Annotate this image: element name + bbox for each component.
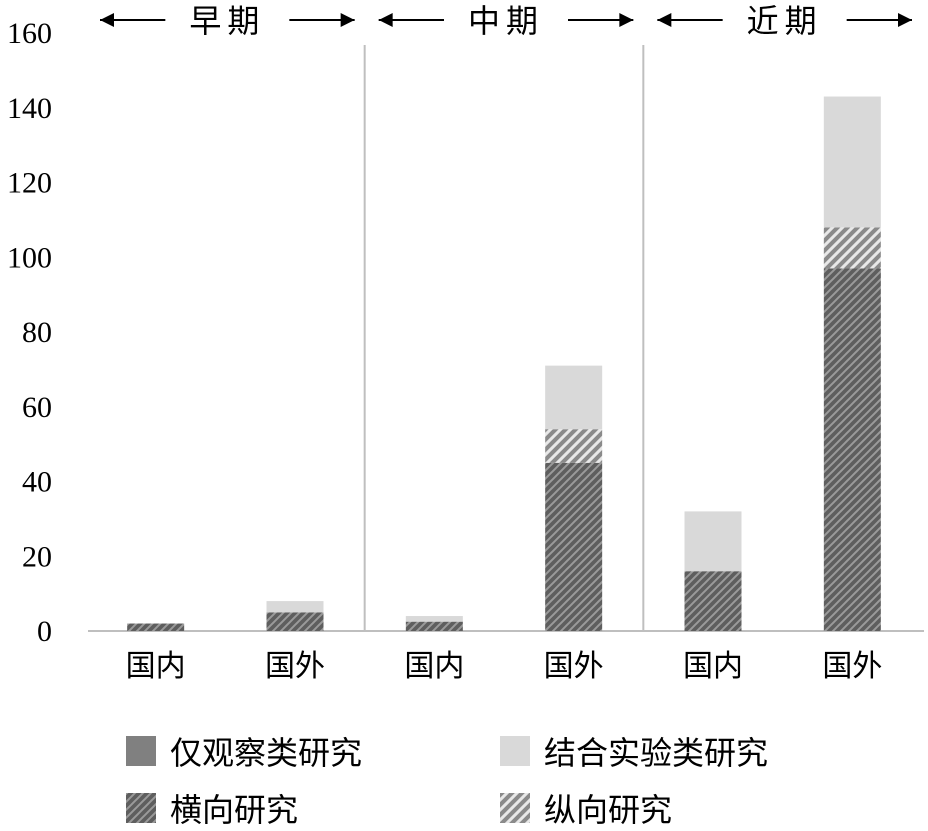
legend-swatch <box>500 736 530 766</box>
y-axis-ticks: 0 20 40 60 80 100 120 140 160 <box>7 17 52 648</box>
bars <box>127 96 881 631</box>
y-tick-label: 80 <box>22 316 52 349</box>
period-dividers <box>363 45 645 631</box>
bar-segment <box>266 601 324 613</box>
bar-segment <box>823 227 881 269</box>
bar-segment <box>823 96 881 228</box>
arrow-left-head <box>657 13 672 27</box>
bar-segment <box>127 623 185 631</box>
y-tick-label: 160 <box>7 17 52 50</box>
legend-swatch <box>126 736 156 766</box>
period-label: 中期 <box>468 2 544 40</box>
arrow-right-head <box>898 13 912 27</box>
bar-segment <box>545 365 603 430</box>
x-category-label: 国内 <box>683 649 743 684</box>
legend-label: 横向研究 <box>170 791 298 829</box>
legend-swatch <box>126 793 156 823</box>
bar-segment <box>405 621 463 631</box>
bar-segment <box>545 429 603 463</box>
x-category-label: 国外 <box>544 649 604 684</box>
y-tick-label: 40 <box>22 466 52 499</box>
bar-segment <box>823 268 881 631</box>
legend-label: 结合实验类研究 <box>544 734 768 772</box>
y-tick-label: 100 <box>7 241 52 274</box>
period-label: 近期 <box>747 2 823 40</box>
y-tick-label: 20 <box>22 540 52 573</box>
bar-segment <box>545 462 603 631</box>
arrow-right-head <box>619 13 634 27</box>
y-tick-label: 120 <box>7 167 52 200</box>
bar-segment <box>266 612 324 631</box>
bar-segment <box>684 511 742 572</box>
y-tick-label: 60 <box>22 391 52 424</box>
x-axis-category-labels: 国内 国外 国内 国外 国内 国外 <box>126 649 883 684</box>
legend-label: 纵向研究 <box>544 791 672 829</box>
bar-segment <box>405 616 463 622</box>
x-category-label: 国内 <box>404 649 464 684</box>
period-label: 早期 <box>189 2 265 40</box>
arrow-left-head <box>378 13 393 27</box>
x-category-label: 国外 <box>265 649 325 684</box>
bar-segment <box>684 571 742 631</box>
y-tick-label: 140 <box>7 92 52 125</box>
period-headers: 早期 中期 近期 <box>100 2 912 40</box>
arrow-right-head <box>340 13 355 27</box>
legend-label: 仅观察类研究 <box>170 734 362 772</box>
y-tick-label: 0 <box>37 615 52 648</box>
x-category-label: 国外 <box>822 649 882 684</box>
legend-swatch <box>500 793 530 823</box>
arrow-left-head <box>100 13 114 27</box>
x-category-label: 国内 <box>126 649 186 684</box>
